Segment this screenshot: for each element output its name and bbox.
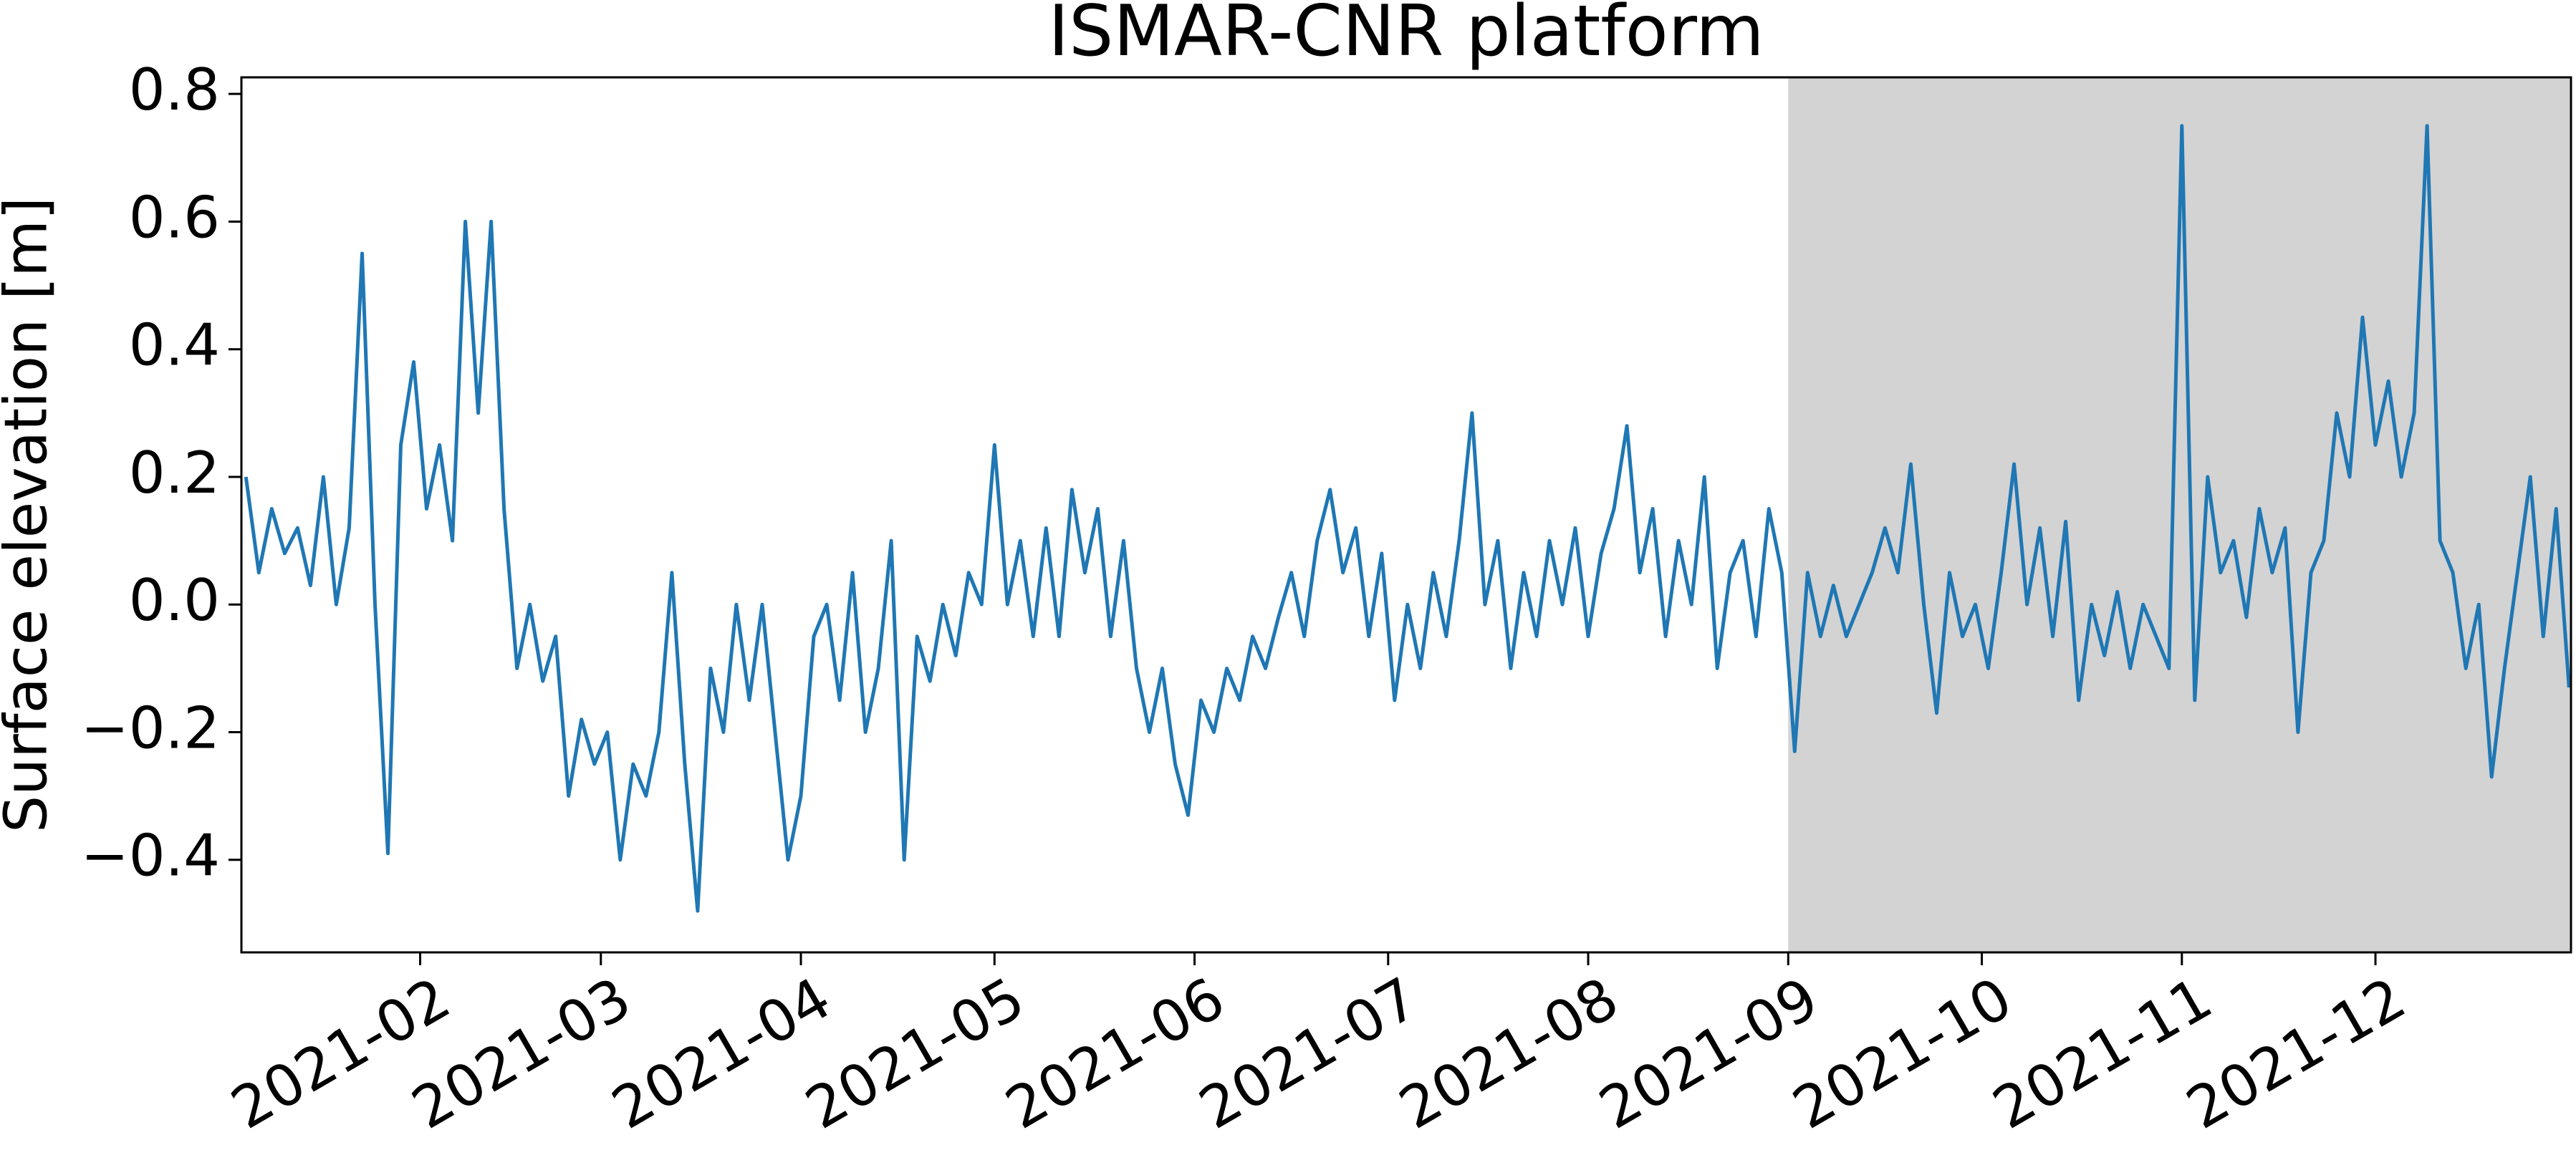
x-tick-label: 2021-09 bbox=[1588, 965, 1829, 1142]
y-axis-label: Surface elevation [m] bbox=[0, 197, 60, 833]
plot-frame bbox=[240, 76, 2572, 954]
y-tick-label: −0.2 bbox=[81, 695, 220, 761]
y-tick-label: 0.6 bbox=[129, 184, 220, 251]
x-tick-label: 2021-04 bbox=[601, 965, 842, 1142]
chart-title: ISMAR-CNR platform bbox=[1048, 0, 1764, 72]
y-tick-label: 0.2 bbox=[129, 440, 220, 506]
x-tick-label: 2021-11 bbox=[1982, 965, 2223, 1142]
y-tick-label: 0.8 bbox=[129, 57, 220, 123]
y-tick-label: 0.0 bbox=[129, 567, 220, 634]
x-tick-label: 2021-06 bbox=[995, 965, 1236, 1142]
data-line bbox=[244, 124, 2571, 913]
x-tick-label: 2021-10 bbox=[1782, 965, 2023, 1142]
y-tick-label: −0.4 bbox=[81, 823, 220, 889]
x-tick-label: 2021-08 bbox=[1388, 965, 1629, 1142]
x-tick-label: 2021-05 bbox=[794, 965, 1035, 1142]
x-tick-label: 2021-12 bbox=[2176, 965, 2416, 1142]
x-tick-label: 2021-07 bbox=[1188, 965, 1429, 1142]
y-tick-label: 0.4 bbox=[129, 312, 220, 379]
